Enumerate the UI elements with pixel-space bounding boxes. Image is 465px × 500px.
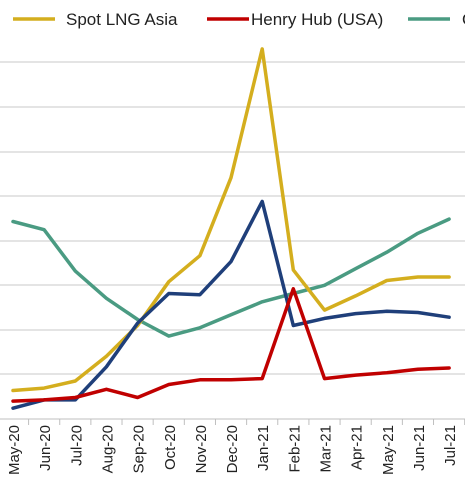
x-tick-label: Sep-20: [131, 425, 148, 473]
x-tick-label: Jan-21: [255, 425, 272, 471]
x-tick-label: Apr-21: [349, 425, 366, 470]
series-layer: [11, 47, 451, 410]
legend-label-2: O: [462, 10, 465, 29]
series-line-1: [11, 287, 451, 403]
x-tick-label: Jun-20: [37, 425, 54, 471]
series-line-2: [11, 217, 451, 338]
x-tick-label: Oct-20: [162, 425, 179, 470]
x-tick-label: Feb-21: [286, 425, 303, 473]
x-tick-label: May-20: [6, 425, 23, 475]
x-tick-label: Jun-21: [411, 425, 428, 471]
x-tick-label: Nov-20: [193, 425, 210, 473]
x-axis: May-20 Jun-20 Jul-20 Aug-20 Sep-20 Oct-20 Nov-…: [0, 418, 465, 475]
x-tick-label: May-21: [380, 425, 397, 475]
x-tick-label: Jul-20: [68, 425, 85, 466]
series-line-0: [11, 47, 451, 393]
x-tick-label: Aug-20: [99, 425, 116, 473]
x-tick-label: Mar-21: [318, 425, 335, 473]
x-tick-label: Jul-21: [442, 425, 459, 466]
legend: Spot LNG Asia Henry Hub (USA) O: [13, 10, 465, 29]
legend-label-1: Henry Hub (USA): [251, 10, 383, 29]
gridlines: [0, 61, 465, 375]
legend-label-0: Spot LNG Asia: [66, 10, 178, 29]
x-tick-label: Dec-20: [224, 425, 241, 473]
